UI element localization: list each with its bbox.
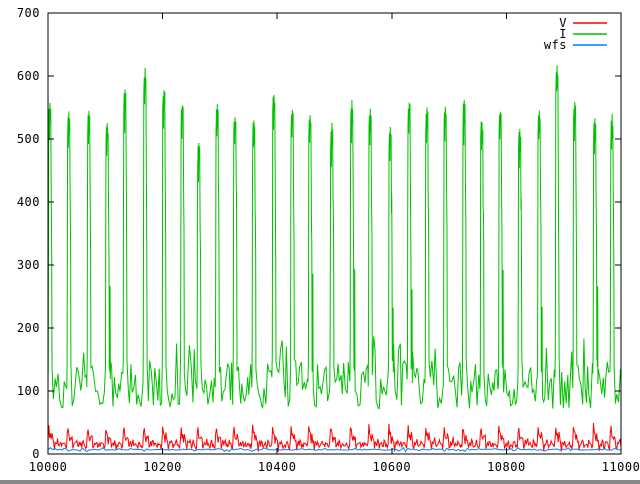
- y-tick-label: 500: [17, 132, 40, 146]
- y-tick-label: 600: [17, 69, 40, 83]
- x-tick-label: 10800: [487, 460, 526, 474]
- y-tick-label: 700: [17, 6, 40, 20]
- y-tick-label: 100: [17, 384, 40, 398]
- legend-label-V: V: [559, 16, 567, 30]
- x-tick-label: 10400: [258, 460, 297, 474]
- x-tick-label: 11000: [602, 460, 640, 474]
- series-group: [48, 65, 621, 453]
- legend-label-I: I: [559, 27, 567, 41]
- y-tick-label: 300: [17, 258, 40, 272]
- x-tick-label: 10600: [372, 460, 411, 474]
- series-wfs: [48, 446, 621, 453]
- axis-ticks: [47, 12, 622, 455]
- plot-border: [47, 12, 622, 455]
- series-I: [48, 65, 621, 410]
- axis-labels: 10000 10200 10400 10600 10800 11000 0 100 200 300…: [17, 6, 640, 474]
- legend-label-wfs: wfs: [544, 38, 567, 52]
- x-tick-label: 10000: [29, 460, 68, 474]
- y-tick-label: 200: [17, 321, 40, 335]
- y-tick-label: 0: [32, 447, 40, 461]
- x-tick-label: 10200: [143, 460, 182, 474]
- series-V: [48, 423, 621, 453]
- y-tick-label: 400: [17, 195, 40, 209]
